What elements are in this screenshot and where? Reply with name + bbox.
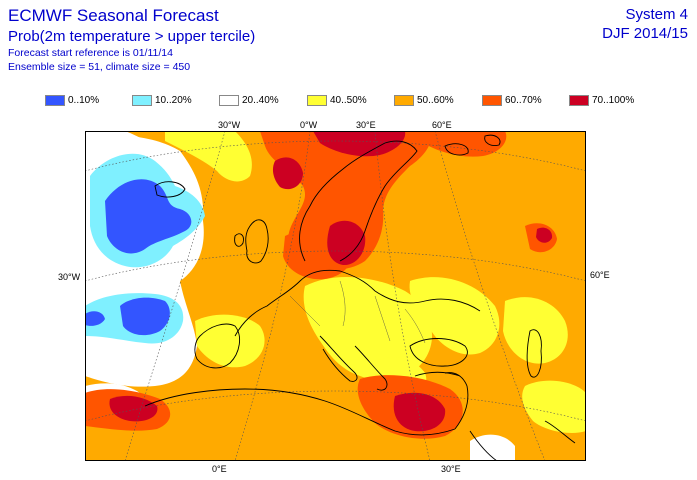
legend-swatch-40-50: [307, 95, 327, 106]
legend-label-70-100: 70..100%: [592, 95, 635, 106]
coastlines: [144, 134, 576, 461]
field-darkorange-northeast: [415, 131, 507, 157]
map-frame: [85, 131, 586, 461]
legend-swatch-20-40: [219, 95, 239, 106]
field-yellow-central-europe: [303, 276, 433, 381]
field-blue-atlantic-2: [120, 297, 170, 336]
field-blue-atlantic-3: [85, 311, 105, 326]
legend-label-40-50: 40..50%: [330, 95, 367, 106]
country-borders: [289, 280, 426, 344]
graticule-label-top-60e: 60°E: [432, 120, 452, 130]
graticule-label-top-30e: 30°E: [356, 120, 376, 130]
field-red-east: [536, 227, 553, 243]
graticule-label-right-60e: 60°E: [590, 270, 610, 280]
field-yellow-middle-east: [522, 380, 586, 433]
field-yellow-ukraine: [409, 277, 500, 355]
probability-map: [85, 131, 586, 461]
field-red-maghreb: [109, 395, 158, 422]
legend-swatch-70-100: [569, 95, 589, 106]
legend-label-0-10: 0..10%: [68, 95, 100, 106]
graticule-label-top-0w: 0°W: [300, 120, 318, 130]
start-reference: Forecast start reference is 01/11/14: [8, 47, 173, 59]
graticule-lines: [85, 131, 586, 461]
legend-label-50-60: 50..60%: [417, 95, 454, 106]
field-white-arabia: [470, 434, 515, 461]
forecast-subtitle: Prob(2m temperature > upper tercile): [8, 28, 256, 45]
legend-swatch-50-60: [394, 95, 414, 106]
graticule-label-top-30w: 30°W: [218, 120, 241, 130]
field-blue-atlantic: [105, 179, 192, 254]
field-red-scandinavia-north: [313, 131, 406, 157]
legend-swatch-0-10: [45, 95, 65, 106]
forecast-title: ECMWF Seasonal Forecast: [8, 6, 219, 25]
field-white-atlantic-2: [85, 131, 160, 156]
graticule-label-bottom-0e: 0°E: [212, 464, 227, 474]
field-red-eastern-med: [393, 392, 446, 432]
legend-label-10-20: 10..20%: [155, 95, 192, 106]
graticule-label-bottom-30e: 30°E: [441, 464, 461, 474]
legend-swatch-60-70: [482, 95, 502, 106]
legend-swatch-10-20: [132, 95, 152, 106]
legend-label-60-70: 60..70%: [505, 95, 542, 106]
field-red-baltic: [327, 220, 366, 266]
legend-label-20-40: 20..40%: [242, 95, 279, 106]
ensemble-size: Ensemble size = 51, climate size = 450: [8, 61, 191, 73]
graticule-label-left-30w: 30°W: [58, 272, 81, 282]
field-yellow-atlantic-north: [165, 131, 252, 182]
map-svg: [85, 131, 586, 461]
field-red-norway: [272, 157, 303, 190]
field-yellow-iberia: [195, 314, 265, 368]
system-label: System 4: [625, 6, 688, 23]
period-label: DJF 2014/15: [602, 25, 688, 42]
